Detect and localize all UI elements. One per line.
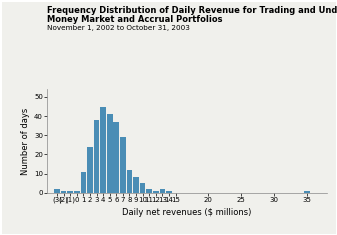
Bar [67, 191, 73, 193]
Bar [114, 122, 119, 193]
Bar [61, 191, 66, 193]
Bar [107, 114, 113, 193]
Bar [133, 177, 139, 193]
Text: November 1, 2002 to October 31, 2003: November 1, 2002 to October 31, 2003 [47, 25, 190, 31]
Bar [140, 183, 145, 193]
Bar [153, 191, 159, 193]
Bar [127, 170, 132, 193]
Bar [54, 189, 60, 193]
Bar [100, 106, 106, 193]
Y-axis label: Number of days: Number of days [21, 107, 30, 175]
Bar [304, 191, 310, 193]
Bar [81, 172, 86, 193]
Bar [120, 137, 126, 193]
Bar [74, 191, 80, 193]
Text: Money Market and Accrual Portfolios: Money Market and Accrual Portfolios [47, 15, 223, 24]
Bar [87, 147, 93, 193]
X-axis label: Daily net revenues ($ millions): Daily net revenues ($ millions) [122, 208, 252, 216]
Bar [94, 120, 99, 193]
Bar [159, 189, 165, 193]
Bar [166, 191, 172, 193]
Text: Frequency Distribution of Daily Revenue for Trading and Underwriting,: Frequency Distribution of Daily Revenue … [47, 6, 337, 15]
Bar [146, 189, 152, 193]
